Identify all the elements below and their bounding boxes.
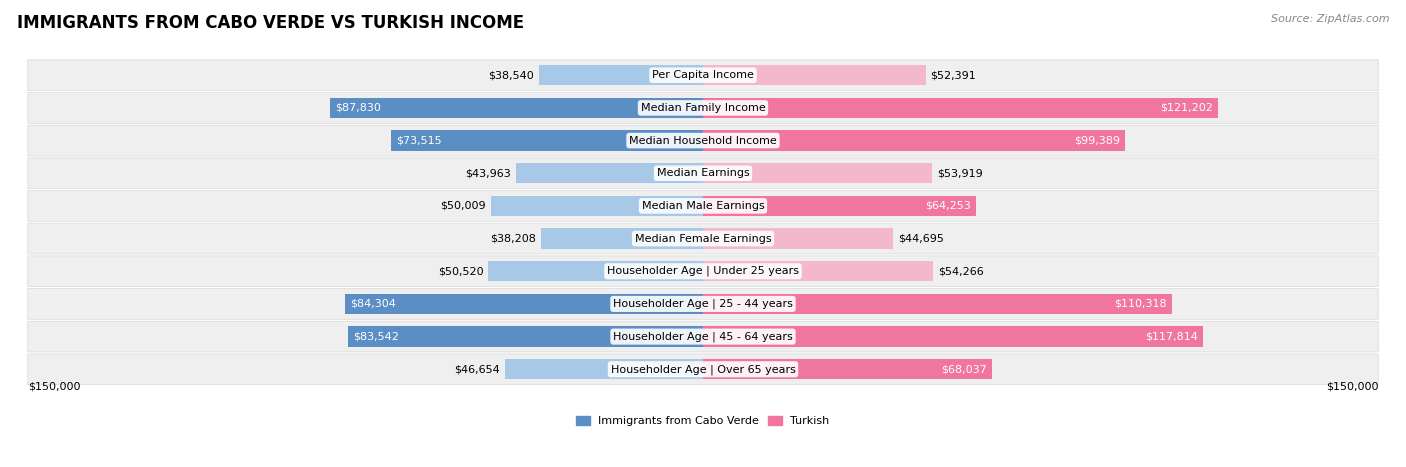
FancyBboxPatch shape [28, 223, 1378, 254]
FancyBboxPatch shape [28, 191, 1378, 221]
Bar [703, 326, 1204, 347]
Bar [703, 65, 925, 85]
Text: Per Capita Income: Per Capita Income [652, 70, 754, 80]
Text: $117,814: $117,814 [1146, 332, 1198, 341]
Bar [488, 261, 703, 282]
Text: $64,253: $64,253 [925, 201, 970, 211]
Text: Median Earnings: Median Earnings [657, 168, 749, 178]
Text: $73,515: $73,515 [396, 135, 441, 146]
Bar [391, 130, 703, 151]
Text: $54,266: $54,266 [939, 266, 984, 276]
Text: $53,919: $53,919 [936, 168, 983, 178]
Bar [703, 98, 1218, 118]
Legend: Immigrants from Cabo Verde, Turkish: Immigrants from Cabo Verde, Turkish [572, 412, 834, 431]
Text: Householder Age | 25 - 44 years: Householder Age | 25 - 44 years [613, 299, 793, 309]
Bar [516, 163, 703, 184]
Text: $50,520: $50,520 [437, 266, 484, 276]
Text: Median Male Earnings: Median Male Earnings [641, 201, 765, 211]
Text: $150,000: $150,000 [28, 382, 80, 391]
Bar [703, 294, 1171, 314]
Text: $50,009: $50,009 [440, 201, 485, 211]
Bar [541, 228, 703, 249]
Bar [703, 261, 934, 282]
Text: Median Female Earnings: Median Female Earnings [634, 234, 772, 244]
Bar [703, 163, 932, 184]
Text: $83,542: $83,542 [353, 332, 399, 341]
Text: $99,389: $99,389 [1074, 135, 1121, 146]
Text: Householder Age | Over 65 years: Householder Age | Over 65 years [610, 364, 796, 375]
Bar [491, 196, 703, 216]
Bar [505, 359, 703, 379]
Text: Median Household Income: Median Household Income [628, 135, 778, 146]
Text: $110,318: $110,318 [1114, 299, 1167, 309]
FancyBboxPatch shape [28, 289, 1378, 319]
Text: $68,037: $68,037 [941, 364, 987, 374]
Bar [703, 228, 893, 249]
Bar [703, 359, 993, 379]
FancyBboxPatch shape [28, 60, 1378, 91]
Text: Source: ZipAtlas.com: Source: ZipAtlas.com [1271, 14, 1389, 24]
Text: $43,963: $43,963 [465, 168, 512, 178]
Bar [703, 130, 1125, 151]
FancyBboxPatch shape [28, 125, 1378, 156]
Text: $121,202: $121,202 [1160, 103, 1212, 113]
Text: $44,695: $44,695 [898, 234, 943, 244]
FancyBboxPatch shape [28, 321, 1378, 352]
Text: $87,830: $87,830 [335, 103, 381, 113]
FancyBboxPatch shape [28, 256, 1378, 287]
Text: IMMIGRANTS FROM CABO VERDE VS TURKISH INCOME: IMMIGRANTS FROM CABO VERDE VS TURKISH IN… [17, 14, 524, 32]
FancyBboxPatch shape [28, 354, 1378, 385]
FancyBboxPatch shape [28, 158, 1378, 189]
Bar [703, 196, 976, 216]
Bar [344, 294, 703, 314]
Bar [540, 65, 703, 85]
Bar [349, 326, 703, 347]
Text: Median Family Income: Median Family Income [641, 103, 765, 113]
Text: $150,000: $150,000 [1326, 382, 1378, 391]
Text: $38,208: $38,208 [489, 234, 536, 244]
Text: $84,304: $84,304 [350, 299, 396, 309]
Text: $52,391: $52,391 [931, 70, 976, 80]
Text: Householder Age | 45 - 64 years: Householder Age | 45 - 64 years [613, 332, 793, 342]
FancyBboxPatch shape [28, 92, 1378, 123]
Bar [330, 98, 703, 118]
Text: Householder Age | Under 25 years: Householder Age | Under 25 years [607, 266, 799, 276]
Text: $46,654: $46,654 [454, 364, 499, 374]
Text: $38,540: $38,540 [488, 70, 534, 80]
